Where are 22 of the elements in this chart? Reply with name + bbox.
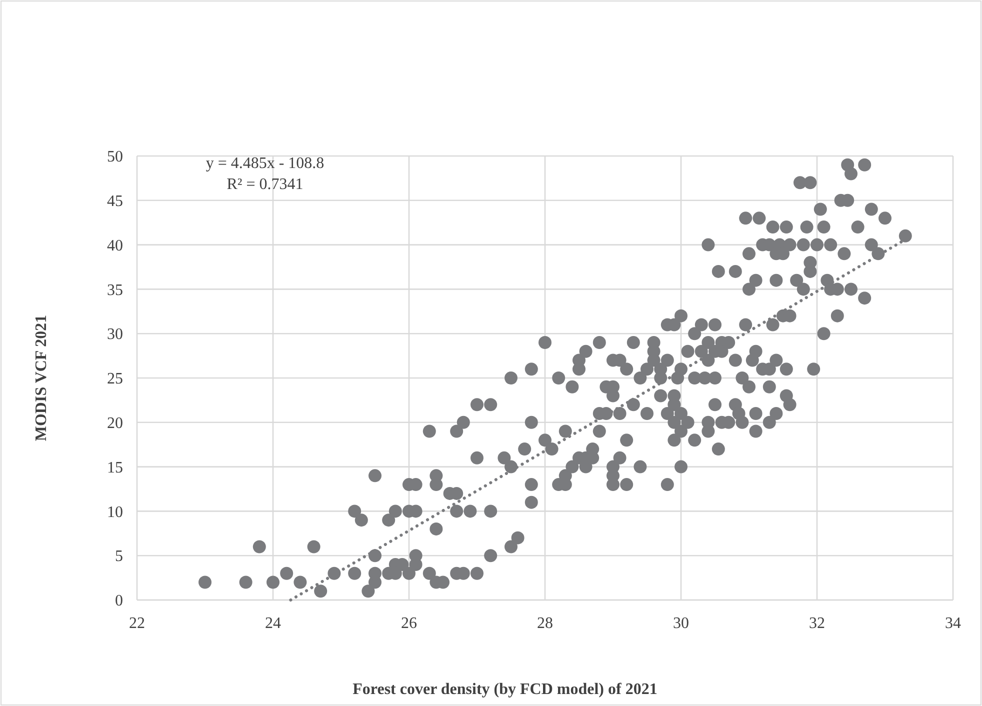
y-tick-label: 25 [107, 370, 123, 388]
x-axis-title: Forest cover density (by FCD model) of 2021 [352, 681, 658, 698]
y-tick-label: 15 [107, 459, 123, 476]
annotation: R² = 0.7341 [226, 176, 304, 193]
y-axis-title: MODIS VCF 2021 [33, 314, 50, 442]
y-tick-label: 30 [107, 326, 123, 344]
y-tick-label: 0 [115, 592, 123, 610]
x-tick-label: 28 [537, 615, 553, 632]
annotation: y = 4.485x - 108.8 [206, 155, 324, 172]
y-tick-label: 10 [107, 504, 123, 521]
y-tick-label: 50 [107, 148, 123, 166]
y-tick-label: 20 [107, 415, 123, 432]
y-tick-label: 35 [107, 282, 123, 299]
x-tick-label: 34 [945, 615, 961, 632]
x-tick-label: 22 [129, 615, 145, 632]
y-tick-label: 40 [107, 237, 123, 254]
x-tick-label: 26 [401, 615, 417, 632]
x-tick-label: 24 [265, 615, 281, 632]
y-tick-label: 5 [115, 548, 123, 566]
x-tick-label: 30 [673, 615, 689, 632]
y-tick-label: 45 [107, 193, 123, 210]
x-tick-label: 32 [809, 615, 825, 632]
